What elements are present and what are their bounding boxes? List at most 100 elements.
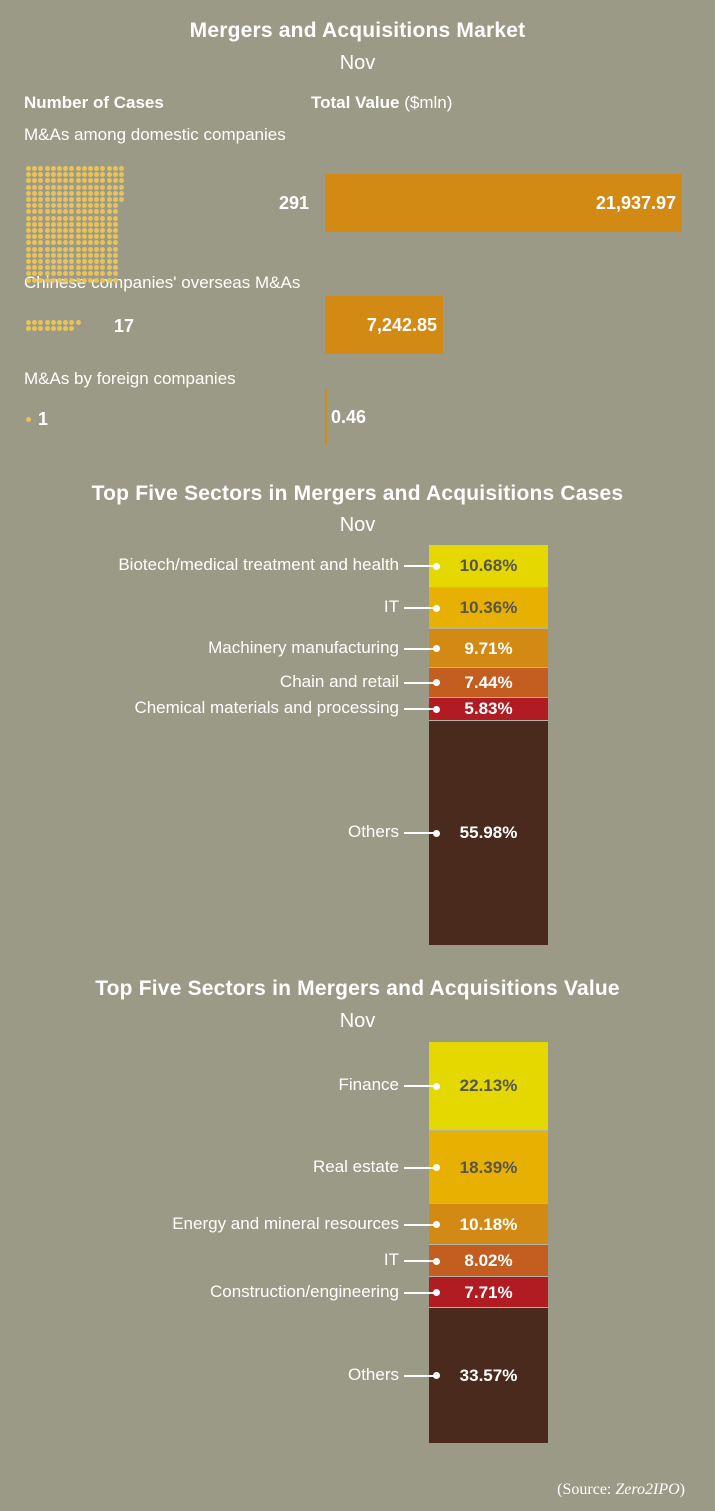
cases-sector-segment: 10.68% <box>429 545 548 588</box>
case-dot <box>100 190 106 196</box>
category-label-foreign: M&As by foreign companies <box>24 369 236 388</box>
cases-sector-segment: 9.71% <box>429 629 548 668</box>
case-dot <box>63 203 69 209</box>
case-dot <box>26 240 31 246</box>
case-dot <box>106 203 112 209</box>
case-dot <box>94 234 100 240</box>
case-dot <box>50 190 56 196</box>
case-dot <box>44 178 50 184</box>
value-sector-leader-line <box>404 1223 436 1226</box>
case-dot <box>63 259 69 264</box>
case-dot <box>81 209 87 215</box>
cases-sector-segment-value: 55.98% <box>459 823 518 843</box>
value-sector-segment-value: 10.18% <box>459 1214 518 1234</box>
case-dot <box>50 234 56 240</box>
case-dot <box>100 184 106 190</box>
value-column-label: Total Value <box>311 93 400 112</box>
case-dot <box>26 320 31 325</box>
case-dot <box>32 172 38 178</box>
value-bar-overseas: 7,242.85 <box>325 296 443 354</box>
case-dot <box>88 228 93 233</box>
case-dot <box>88 172 93 178</box>
case-dot <box>57 203 62 209</box>
case-dot <box>44 228 50 233</box>
case-dot <box>69 172 75 178</box>
case-dot <box>57 178 62 184</box>
case-dot <box>106 277 112 283</box>
case-dot <box>57 166 62 171</box>
cases-sector-segment-label: Biotech/medical treatment and health <box>118 555 399 575</box>
case-dot <box>50 228 56 233</box>
case-dot <box>75 234 81 240</box>
case-dot <box>44 246 50 252</box>
case-dot <box>112 228 118 233</box>
case-dot <box>112 215 118 221</box>
case-dot <box>69 228 75 233</box>
case-dot <box>119 172 124 178</box>
case-dot <box>26 190 31 196</box>
case-dot <box>57 320 62 325</box>
case-dot <box>38 221 44 227</box>
case-dot <box>112 277 118 283</box>
case-dot <box>38 197 44 202</box>
case-dot <box>88 240 93 246</box>
case-dot <box>75 259 81 264</box>
case-dot <box>100 197 106 202</box>
case-dot <box>88 215 93 221</box>
case-dot <box>50 215 56 221</box>
case-dot <box>81 234 87 240</box>
case-dot <box>75 320 81 325</box>
case-dot <box>112 265 118 271</box>
case-dot <box>57 209 62 215</box>
value-sector-segment-label: Construction/engineering <box>209 1281 399 1301</box>
case-dot <box>100 246 106 252</box>
case-dot <box>57 265 62 271</box>
case-dot <box>63 172 69 178</box>
case-dot <box>63 209 69 215</box>
value-sector-segment-value: 18.39% <box>459 1157 518 1177</box>
case-dot <box>112 190 118 196</box>
case-dot <box>63 184 69 190</box>
case-dot <box>112 166 118 171</box>
case-dot <box>44 166 50 171</box>
case-dot <box>81 172 87 178</box>
case-dot <box>69 184 75 190</box>
case-dot <box>106 246 112 252</box>
case-dot <box>75 178 81 184</box>
case-dot <box>75 265 81 271</box>
case-dot <box>94 209 100 215</box>
case-dot <box>57 215 62 221</box>
case-dot <box>32 215 38 221</box>
case-dot <box>32 240 38 246</box>
case-dot <box>81 166 87 171</box>
case-dot <box>81 228 87 233</box>
case-dot <box>38 265 44 271</box>
case-dot <box>88 234 93 240</box>
cases-sector-segment-value: 10.36% <box>459 598 518 618</box>
cases-sector-leader-dot <box>433 645 440 653</box>
cases-sector-leader-line <box>404 681 436 684</box>
case-dot <box>44 215 50 221</box>
case-dot <box>44 209 50 215</box>
case-dot <box>38 209 44 215</box>
case-dot <box>38 184 44 190</box>
case-dot <box>81 190 87 196</box>
case-dot <box>112 172 118 178</box>
case-dot <box>119 190 124 196</box>
case-dot <box>88 246 93 252</box>
case-dot <box>63 228 69 233</box>
case-dot <box>81 240 87 246</box>
case-dot <box>75 271 81 277</box>
case-dot <box>38 234 44 240</box>
case-dot <box>63 234 69 240</box>
case-dot <box>112 197 118 202</box>
case-dot <box>26 166 31 171</box>
case-dot <box>100 265 106 271</box>
case-dot <box>26 215 31 221</box>
case-dot <box>44 320 50 325</box>
source-name: Zero2IPO <box>615 1481 680 1498</box>
case-dot <box>26 228 31 233</box>
case-dot <box>32 271 38 277</box>
cases-sector-segment-value: 10.68% <box>459 556 518 576</box>
case-dot <box>26 197 31 202</box>
